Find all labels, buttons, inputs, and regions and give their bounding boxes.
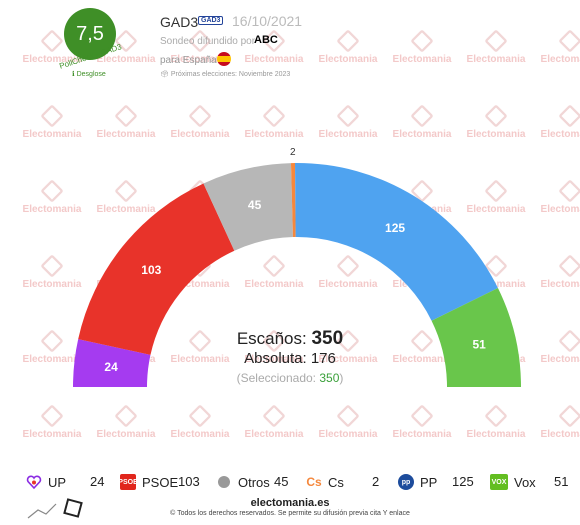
- footer-brand[interactable]: electomania.es: [250, 497, 330, 509]
- selected-value: 350: [319, 371, 340, 385]
- circle-icon: [218, 476, 230, 488]
- pollster-logo: GAD3: [198, 16, 224, 25]
- legend-item-psoe[interactable]: PSOE PSOE 103: [118, 472, 200, 492]
- selected-suffix: ): [339, 371, 344, 385]
- seat-label-pp: 125: [385, 221, 405, 235]
- legend-name: UP: [48, 474, 67, 490]
- legend-name: Otros: [238, 474, 270, 490]
- legend-name: PP: [420, 474, 438, 490]
- seats-total: 350: [311, 328, 344, 349]
- legend-name: PSOE: [142, 474, 179, 490]
- breakdown-link[interactable]: ℹ Desglose: [72, 71, 106, 78]
- legend-name: Cs: [328, 474, 344, 490]
- seat-segment-up[interactable]: [73, 339, 151, 387]
- seat-label-vox: 51: [472, 338, 486, 352]
- party-legend: UP 24 PSOE PSOE 103 Otros 45 Cs Cs 2 pp …: [26, 472, 576, 492]
- seat-segment-cs[interactable]: [290, 163, 296, 238]
- selected-prefix: (Seleccionado:: [236, 371, 320, 385]
- seat-label-otros: 45: [248, 198, 262, 212]
- legend-name: Vox: [514, 474, 536, 490]
- seat-segment-otros[interactable]: [203, 163, 293, 251]
- legend-item-otros[interactable]: Otros 45: [216, 472, 288, 492]
- psoe-logo-icon: PSOE: [118, 474, 138, 490]
- media-name: ABC: [254, 34, 278, 46]
- scope-label: para España: [160, 55, 217, 66]
- score-value: 7,5: [76, 22, 104, 45]
- legend-value: 103: [178, 474, 200, 489]
- diffused-by-label: Sondeo difundido por: [160, 36, 256, 47]
- legend-value: 45: [274, 474, 289, 489]
- legend-value: 2: [372, 474, 380, 489]
- next-elections-text: Próximas elecciones: Noviembre 2023: [170, 71, 291, 78]
- seat-label-psoe: 103: [141, 263, 161, 277]
- legend-value: 51: [554, 474, 569, 489]
- pollcheck-score-badge[interactable]: 7,5: [64, 8, 116, 60]
- footer-rights: © Todos los derechos reservados. Se perm…: [170, 510, 410, 517]
- seats-label: Escaños:: [236, 329, 307, 348]
- vox-logo-icon: VOX: [490, 474, 508, 490]
- next-elections: 🗳 Próximas elecciones: Noviembre 2023: [160, 71, 291, 78]
- breakdown-label: Desglose: [76, 71, 106, 78]
- legend-value: 125: [452, 474, 474, 489]
- pollster-name: GAD3: [160, 14, 199, 30]
- pp-logo-icon: pp: [398, 474, 414, 490]
- electomania-logo-icon: [27, 498, 83, 519]
- legend-item-cs[interactable]: Cs Cs 2: [306, 472, 379, 492]
- seats-total-label: Escaños: 350: [210, 328, 370, 350]
- legend-item-pp[interactable]: pp PP 125: [398, 472, 474, 492]
- seat-segment-pp[interactable]: [294, 162, 498, 321]
- seat-label-up: 24: [104, 360, 118, 374]
- seat-segment-psoe[interactable]: [78, 183, 235, 355]
- spain-flag-icon: [217, 52, 231, 66]
- seat-segment-vox[interactable]: [431, 288, 521, 387]
- legend-item-up[interactable]: UP 24: [26, 472, 104, 492]
- poll-date: 16/10/2021: [232, 13, 303, 29]
- legend-value: 24: [90, 474, 105, 489]
- legend-item-vox[interactable]: VOX Vox 51: [490, 472, 568, 492]
- selected-label: (Seleccionado: 350): [210, 371, 370, 385]
- cs-logo-icon: Cs: [306, 475, 322, 489]
- heart-icon: [26, 475, 42, 490]
- majority-label: Absoluta: 176: [244, 350, 336, 367]
- seat-label-cs: 2: [290, 147, 296, 158]
